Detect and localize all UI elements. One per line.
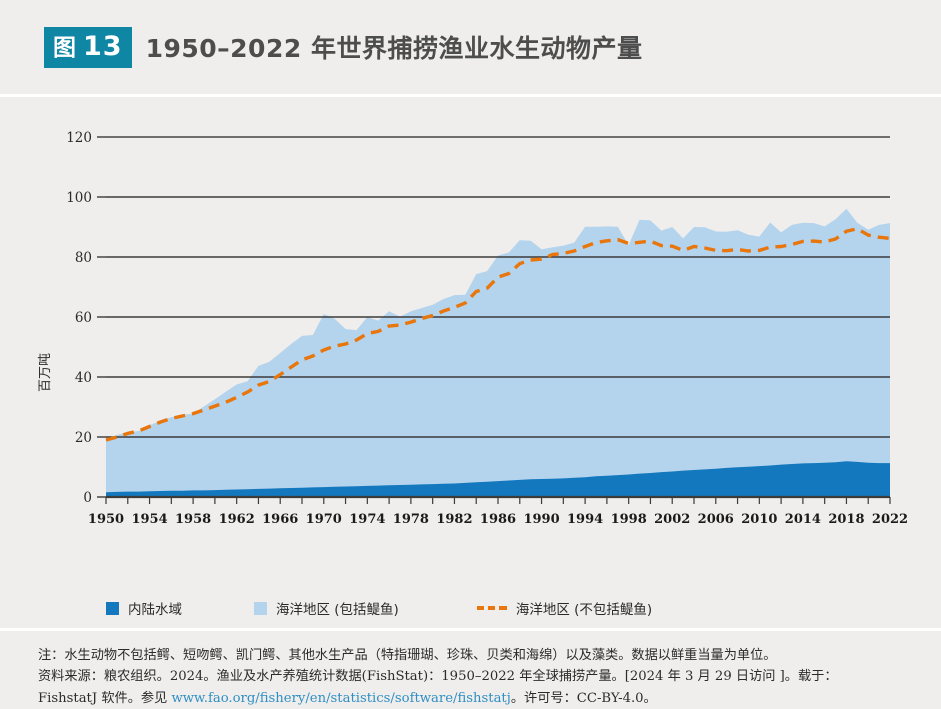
y-tick-40: 40 — [75, 370, 92, 386]
x-tick-2022: 2022 — [872, 512, 908, 527]
y-tick-120: 120 — [66, 130, 92, 146]
figure-footnotes: 注：水生动物不包括鳄、短吻鳄、凯门鳄、其他水生产品（特指珊瑚、珍珠、贝类和海绵）… — [0, 631, 941, 709]
y-tick-100: 100 — [66, 190, 92, 206]
y-tick-0: 0 — [83, 490, 92, 506]
chart-legend: 内陆水域 海洋地区 (包括鳀鱼) 海洋地区 (不包括鳀鱼) — [0, 588, 941, 628]
legend-swatch-inland — [106, 601, 119, 615]
x-tick-1994: 1994 — [567, 512, 603, 527]
x-tick-2006: 2006 — [698, 512, 734, 527]
figure-badge-number: 13 — [83, 30, 123, 62]
x-tick-1950: 1950 — [88, 512, 124, 527]
header-divider — [0, 94, 941, 97]
footnote-source-line2-suffix: 。许可号：CC-BY-4.0。 — [510, 690, 657, 706]
x-tick-1958: 1958 — [175, 512, 211, 527]
footnote-source-line1: 资料来源：粮农组织。2024。渔业及水产养殖统计数据(FishStat)：195… — [38, 669, 838, 685]
y-tick-60: 60 — [75, 310, 92, 326]
x-tick-1998: 1998 — [611, 512, 647, 527]
area-inland-waters — [106, 461, 890, 497]
legend-item-inland[interactable]: 内陆水域 — [106, 598, 182, 618]
legend-label-inland: 内陆水域 — [128, 602, 182, 618]
footer-divider — [0, 628, 941, 631]
x-tick-1982: 1982 — [436, 512, 472, 527]
y-tick-20: 20 — [75, 430, 92, 446]
y-tick-80: 80 — [75, 250, 92, 266]
footnote-note: 注：水生动物不包括鳄、短吻鳄、凯门鳄、其他水生产品（特指珊瑚、珍珠、贝类和海绵）… — [38, 648, 777, 663]
legend-item-marine-including-anchoveta[interactable]: 海洋地区 (包括鳀鱼) — [254, 598, 399, 618]
footnote-source-line2-prefix: FishstatJ 软件。参见 — [38, 690, 172, 706]
page-title: 1950–2022 年世界捕捞渔业水生动物产量 — [145, 34, 643, 63]
x-tick-1970: 1970 — [306, 512, 342, 527]
area-marine-including-anchoveta — [106, 208, 890, 497]
footnote-source: 资料来源：粮农组织。2024。渔业及水产养殖统计数据(FishStat)：195… — [38, 666, 903, 709]
legend-label-marine-excluding: 海洋地区 (不包括鳀鱼) — [515, 602, 653, 618]
x-tick-1986: 1986 — [480, 512, 516, 527]
figure-header: 图 13 1950–2022 年世界捕捞渔业水生动物产量 — [0, 0, 941, 94]
x-tick-1990: 1990 — [523, 512, 559, 527]
x-tick-1954: 1954 — [131, 512, 167, 527]
x-tick-2018: 2018 — [828, 512, 864, 527]
y-axis-title: 百万吨 — [38, 352, 53, 392]
legend-swatch-marine-including — [254, 601, 267, 615]
x-tick-2014: 2014 — [785, 512, 821, 527]
x-tick-1966: 1966 — [262, 512, 298, 527]
legend-item-marine-excluding-anchoveta[interactable]: 海洋地区 (不包括鳀鱼) — [476, 598, 653, 618]
legend-dashed-line-marine-excluding — [476, 606, 507, 610]
x-tick-1974: 1974 — [349, 512, 385, 527]
figure-badge: 图 13 — [44, 26, 132, 68]
chart-svg: 0 20 40 60 80 100 120 1950 1954 1958 1962 1966 1970 1… — [66, 130, 908, 527]
line-marine-excluding-anchoveta — [105, 226, 891, 442]
x-tick-1962: 1962 — [219, 512, 255, 527]
x-tick-2010: 2010 — [741, 512, 777, 527]
x-tick-2002: 2002 — [654, 512, 690, 527]
legend-label-marine-including: 海洋地区 (包括鳀鱼) — [276, 602, 399, 618]
x-tick-1978: 1978 — [393, 512, 429, 527]
footnote-source-link[interactable]: www.fao.org/fishery/en/statistics/softwa… — [171, 690, 511, 706]
chart-panel: 百万吨 0 20 40 60 80 100 120 1950 1954 1958 1962 1966 1… — [0, 97, 941, 588]
figure-badge-word: 图 — [53, 34, 77, 61]
